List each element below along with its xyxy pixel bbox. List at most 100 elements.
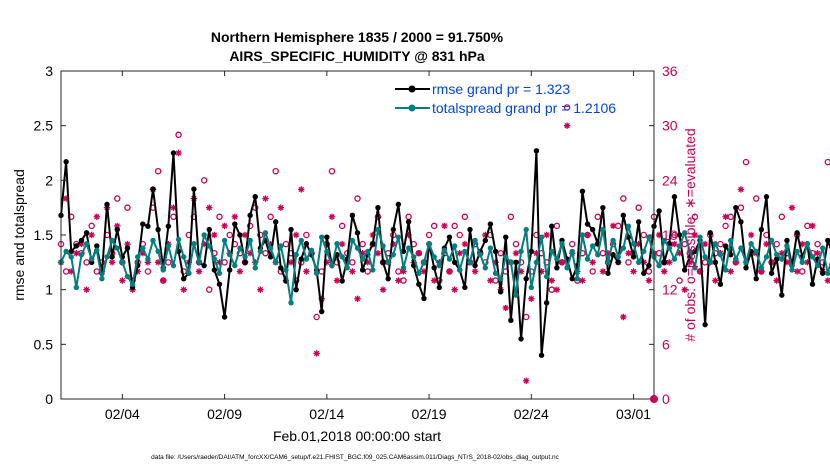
totalspread-point — [365, 248, 371, 255]
totalspread-point — [380, 243, 386, 249]
totalspread-point — [738, 245, 744, 251]
legend-marker-totalspread — [408, 104, 416, 112]
right-axis-origin-marker — [650, 395, 658, 403]
totalspread-point — [446, 256, 453, 262]
rmse-point — [569, 276, 575, 282]
obs-possible-point — [620, 195, 627, 202]
rmse-point — [150, 186, 156, 192]
x-tick-label: 03/01 — [616, 406, 651, 422]
obs-possible-point — [512, 240, 520, 248]
totalspread-point — [697, 234, 703, 240]
totalspread-point — [145, 256, 151, 262]
obs-evaluated-point — [640, 259, 647, 266]
obs-evaluated-point — [548, 277, 555, 284]
obs-possible-point — [272, 167, 279, 175]
obs-evaluated-point — [799, 240, 806, 248]
rmse-point — [738, 219, 744, 225]
totalspread-point — [508, 259, 514, 266]
obs-evaluated-point — [492, 259, 499, 266]
y-tick-label-right: 36 — [662, 63, 678, 79]
totalspread-point — [712, 241, 719, 247]
obs-evaluated-point — [691, 231, 699, 239]
rmse-point — [758, 226, 765, 233]
rmse-point — [538, 352, 545, 358]
obs-evaluated-point — [543, 231, 550, 239]
totalspread-point — [293, 251, 299, 258]
totalspread-point — [559, 241, 565, 247]
obs-possible-point — [589, 268, 596, 275]
obs-evaluated-point — [231, 213, 239, 220]
obs-evaluated-point — [635, 240, 642, 248]
rmse-point — [794, 230, 800, 236]
legend-entry-totalspread: totalspread grand pr = 1.2106 — [432, 100, 616, 116]
totalspread-point — [825, 270, 830, 276]
obs-evaluated-point — [645, 277, 653, 284]
rmse-point — [773, 256, 780, 262]
obs-evaluated-point — [722, 213, 729, 220]
rmse-point — [324, 234, 330, 240]
totalspread-point — [298, 237, 304, 244]
rmse-point — [635, 219, 642, 225]
totalspread-point — [707, 259, 713, 266]
obs-possible-point — [113, 195, 121, 202]
rmse-point — [707, 230, 713, 236]
totalspread-point — [104, 254, 110, 260]
obs-possible-point — [625, 259, 632, 266]
totalspread-point — [339, 254, 345, 260]
rmse-point — [68, 248, 74, 255]
rmse-point — [288, 226, 294, 233]
totalspread-point — [329, 262, 335, 269]
rmse-point — [267, 254, 274, 260]
obs-evaluated-point — [236, 268, 244, 275]
legend-entry-rmse: rmse grand pr = 1.323 — [432, 81, 570, 97]
totalspread-point — [799, 259, 805, 266]
obs-possible-point — [645, 268, 653, 275]
totalspread-point — [359, 256, 366, 262]
totalspread-point — [784, 243, 790, 249]
y-tick-label-left: 1.5 — [34, 227, 54, 243]
totalspread-point — [324, 248, 330, 255]
obs-possible-point — [497, 249, 504, 257]
obs-evaluated-point — [88, 231, 95, 239]
obs-evaluated-point — [395, 277, 402, 284]
totalspread-point — [114, 245, 120, 251]
totalspread-point — [687, 248, 693, 255]
obs-evaluated-point — [83, 286, 90, 293]
totalspread-point — [595, 251, 601, 258]
y-tick-label-right: 6 — [662, 336, 670, 352]
totalspread-point — [242, 254, 248, 260]
totalspread-point — [262, 230, 269, 236]
rmse-point — [375, 204, 381, 211]
obs-evaluated-point — [446, 268, 453, 275]
totalspread-point — [206, 243, 212, 249]
obs-possible-point — [824, 158, 830, 166]
rmse-point — [641, 270, 647, 276]
obs-possible-point — [722, 222, 729, 230]
obs-evaluated-point — [124, 240, 131, 248]
obs-possible-point — [773, 240, 780, 248]
totalspread-point — [615, 254, 621, 260]
totalspread-point — [487, 245, 494, 251]
rmse-point — [354, 230, 361, 236]
rmse-point — [600, 204, 606, 211]
totalspread-point — [267, 245, 274, 251]
rmse-point — [656, 208, 662, 214]
obs-possible-point — [154, 167, 162, 175]
obs-possible-point — [175, 131, 182, 139]
totalspread-point — [666, 245, 673, 251]
totalspread-point — [436, 262, 442, 269]
rmse-point — [431, 265, 437, 271]
obs-evaluated-point — [62, 195, 70, 202]
y-tick-label-right: 24 — [662, 172, 678, 188]
obs-possible-point — [200, 177, 208, 184]
obs-evaluated-point — [471, 268, 479, 275]
obs-possible-point — [257, 231, 264, 239]
rmse-point — [809, 281, 816, 287]
obs-possible-point — [303, 231, 310, 239]
obs-evaluated-point — [287, 259, 295, 266]
obs-possible-point — [226, 231, 233, 239]
totalspread-point — [641, 248, 647, 255]
totalspread-point — [610, 237, 616, 244]
